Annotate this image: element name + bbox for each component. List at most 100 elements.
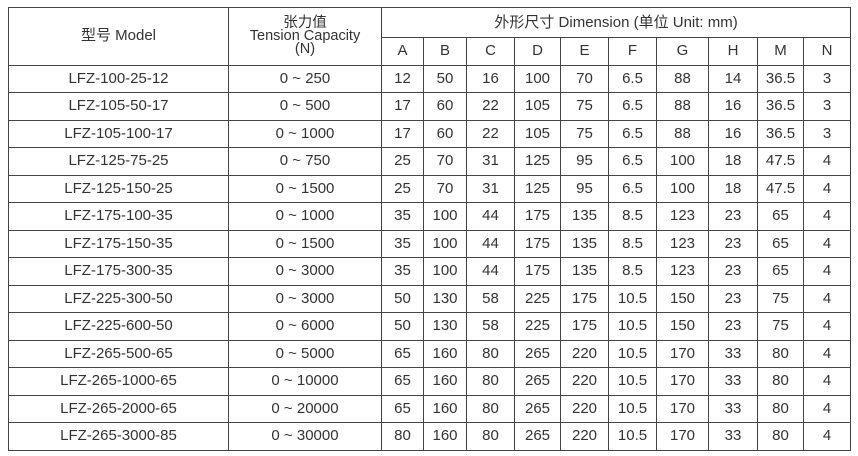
dim-cell-b: 100 [423,257,467,286]
tension-cell: 0 ~ 1500 [228,229,382,258]
dim-cell-h: 14 [708,64,758,93]
dim-cell-a: 50 [381,312,424,341]
dim-cell-h: 23 [708,312,758,341]
dim-cell-c: 80 [466,394,515,423]
dim-cell-g: 88 [656,64,709,93]
dim-cell-a: 65 [381,367,424,396]
tension-cell: 0 ~ 1000 [228,202,382,231]
dim-cell-m: 80 [757,339,804,368]
table-row: LFZ-125-150-25 0 ~ 1500 25 70 31 125 95 6.5 100 1… [8,174,852,203]
dim-cell-n: 4 [802,257,852,286]
dim-cell-b: 70 [423,147,467,176]
model-cell: LFZ-175-300-35 [8,257,229,286]
model-cell: LFZ-265-3000-85 [8,422,229,451]
tension-unit: (N) [294,40,316,57]
dim-cell-c: 31 [466,174,515,203]
model-cell: LFZ-265-1000-65 [8,367,229,396]
table-row: LFZ-105-100-17 0 ~ 1000 17 60 22 105 75 6.5 88 16… [8,119,852,148]
dim-cell-c: 58 [466,312,515,341]
tension-en: Tension Capacity [249,27,361,44]
model-cell: LFZ-225-300-50 [8,284,229,313]
dim-cell-a: 12 [381,64,424,93]
table-row: LFZ-175-300-35 0 ~ 3000 35 100 44 175 135 8.5 12… [8,257,852,286]
spec-table: 型号 Model 张力值 Tension Capacity (N) 外形尺寸 Dim… [8,7,852,451]
tension-cell: 0 ~ 6000 [228,312,382,341]
dim-cell-c: 44 [466,229,515,258]
dim-cell-n: 3 [802,119,852,148]
dim-cell-b: 100 [423,202,467,231]
dim-cell-g: 170 [656,422,709,451]
dim-cell-m: 36.5 [757,64,804,93]
dim-cell-f: 8.5 [608,257,657,286]
dim-cell-g: 170 [656,339,709,368]
dim-cell-b: 160 [423,339,467,368]
dim-cell-a: 25 [381,174,424,203]
model-cell: LFZ-100-25-12 [8,64,229,93]
model-cell: LFZ-105-100-17 [8,119,229,148]
dim-cell-h: 16 [708,92,758,121]
model-cell: LFZ-175-100-35 [8,202,229,231]
tension-cell: 0 ~ 750 [228,147,382,176]
dim-cell-a: 80 [381,422,424,451]
dim-cell-f: 8.5 [608,229,657,258]
dim-cell-e: 175 [560,312,609,341]
dim-cell-m: 80 [757,422,804,451]
dim-cell-h: 23 [708,257,758,286]
dim-cell-g: 123 [656,202,709,231]
dim-cell-g: 170 [656,367,709,396]
dim-cell-d: 125 [514,174,561,203]
dim-cell-g: 88 [656,92,709,121]
dim-cell-b: 130 [423,312,467,341]
header-tension: 张力值 Tension Capacity (N) [228,7,382,66]
dim-cell-b: 100 [423,229,467,258]
tension-cell: 0 ~ 3000 [228,284,382,313]
dim-cell-d: 105 [514,119,561,148]
dim-cell-c: 31 [466,147,515,176]
dim-cell-b: 160 [423,394,467,423]
dim-cell-n: 4 [802,422,852,451]
dim-cell-h: 33 [708,339,758,368]
dim-cell-a: 17 [381,119,424,148]
dim-cell-h: 33 [708,394,758,423]
dim-cell-e: 175 [560,284,609,313]
model-cell: LFZ-105-50-17 [8,92,229,121]
dim-cell-e: 135 [560,229,609,258]
dim-cell-n: 4 [802,147,852,176]
dim-cell-h: 16 [708,119,758,148]
tension-cell: 0 ~ 1000 [228,119,382,148]
model-cell: LFZ-225-600-50 [8,312,229,341]
dim-cell-e: 95 [560,174,609,203]
dim-cell-b: 60 [423,119,467,148]
tension-cell: 0 ~ 250 [228,64,382,93]
dim-cell-c: 44 [466,202,515,231]
dim-cell-n: 4 [802,174,852,203]
dim-cell-g: 150 [656,284,709,313]
dim-cell-h: 18 [708,174,758,203]
dim-cell-m: 36.5 [757,92,804,121]
dim-cell-f: 10.5 [608,367,657,396]
dim-cell-n: 4 [802,229,852,258]
dim-cell-a: 17 [381,92,424,121]
dim-cell-d: 175 [514,202,561,231]
dim-cell-n: 3 [802,64,852,93]
dim-cell-h: 33 [708,422,758,451]
dim-cell-b: 130 [423,284,467,313]
tension-cell: 0 ~ 10000 [228,367,382,396]
dim-cell-c: 22 [466,119,515,148]
header-dim-m: M [757,37,804,66]
dim-cell-b: 160 [423,367,467,396]
tension-cell: 0 ~ 5000 [228,339,382,368]
dim-cell-n: 3 [802,92,852,121]
dim-cell-a: 25 [381,147,424,176]
dim-cell-f: 10.5 [608,284,657,313]
dim-cell-n: 4 [802,312,852,341]
table-row: LFZ-265-500-65 0 ~ 5000 65 160 80 265 220 10.5 1… [8,339,852,368]
dim-cell-f: 6.5 [608,92,657,121]
dim-cell-c: 44 [466,257,515,286]
tension-cell: 0 ~ 3000 [228,257,382,286]
dim-cell-e: 220 [560,422,609,451]
model-cell: LFZ-265-2000-65 [8,394,229,423]
dim-cell-d: 265 [514,422,561,451]
dim-cell-f: 10.5 [608,394,657,423]
dim-cell-h: 33 [708,367,758,396]
